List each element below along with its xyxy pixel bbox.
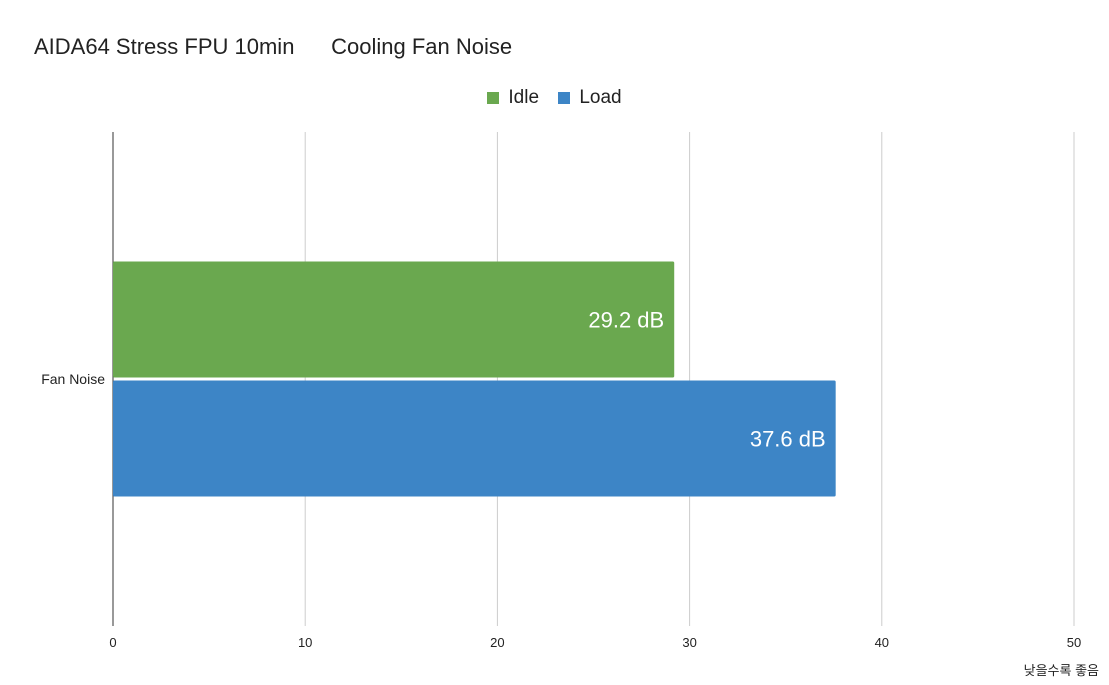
chart-footnote: 낮을수록 좋음 [1023,663,1099,678]
legend-swatch-idle [487,92,500,104]
chart-legend: Idle Load [0,87,1109,110]
bar-idle [113,261,675,378]
x-tick-label-40: 40 [875,635,889,650]
legend-label-load: Load [579,87,622,108]
x-tick-label-20: 20 [490,635,504,650]
chart-title: AIDA64 Stress FPU 10min Cooling Fan Nois… [34,34,513,59]
data-label-idle: 29.2 dB [588,308,664,333]
legend-label-idle: Idle [508,87,540,108]
legend-item-idle: Idle [487,87,539,109]
legend-swatch-load [558,92,571,104]
x-tick-label-0: 0 [109,635,116,650]
bar-load [113,380,836,497]
legend-item-load: Load [558,87,622,109]
x-tick-label-50: 50 [1067,635,1081,650]
x-tick-label-10: 10 [298,635,312,650]
x-tick-label-30: 30 [682,635,696,650]
y-category-label: Fan Noise [41,371,105,387]
data-label-load: 37.6 dB [750,427,826,452]
